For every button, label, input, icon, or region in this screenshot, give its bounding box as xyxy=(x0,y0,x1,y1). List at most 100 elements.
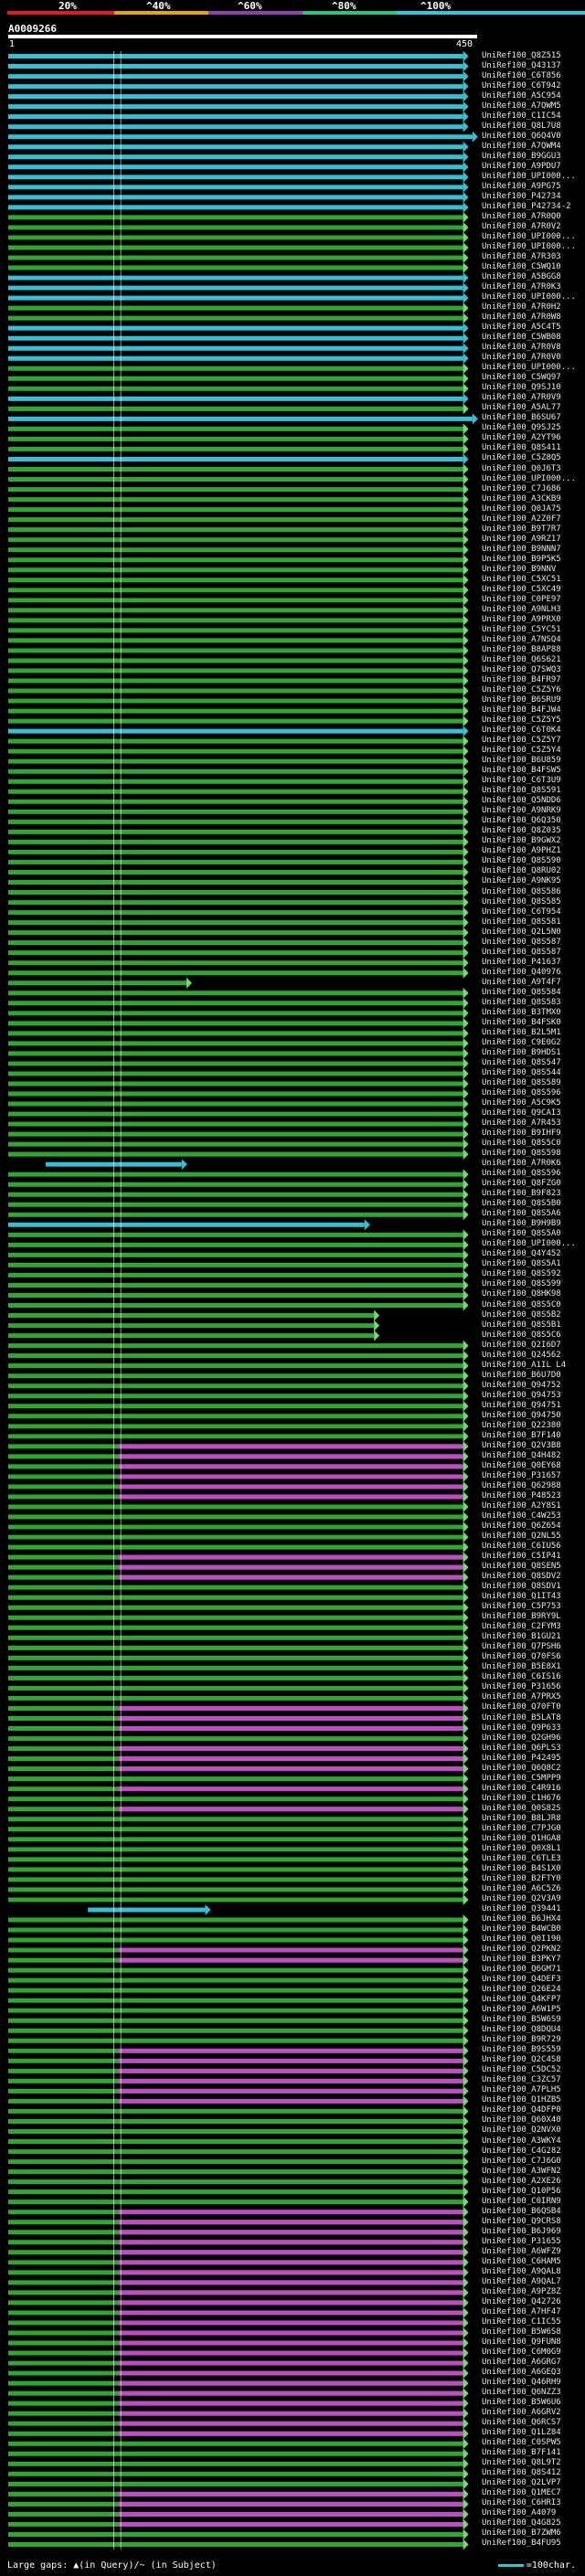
hit-label[interactable]: UniRef100_Q1HZB5 xyxy=(482,2095,561,2105)
hit-label[interactable]: UniRef100_Q8S585 xyxy=(482,896,561,906)
hit-label[interactable]: UniRef100_C6T0K4 xyxy=(482,726,561,736)
hit-track[interactable] xyxy=(8,2146,469,2157)
hit-track[interactable] xyxy=(8,271,469,284)
hit-track[interactable] xyxy=(8,806,469,818)
hit-label[interactable]: UniRef100_Q9SJ25 xyxy=(482,423,561,433)
hit-track[interactable] xyxy=(8,927,469,938)
hit-track[interactable] xyxy=(8,2226,469,2238)
hit-label[interactable]: UniRef100_B4FU95 xyxy=(482,2539,561,2549)
hit-track[interactable] xyxy=(8,574,469,586)
hit-label[interactable]: UniRef100_A7QWM5 xyxy=(482,101,561,111)
hit-label[interactable]: UniRef100_C0IRN9 xyxy=(482,2196,561,2206)
hit-track[interactable] xyxy=(8,2518,469,2530)
hit-label[interactable]: UniRef100_Q8S586 xyxy=(482,886,561,896)
hit-label[interactable]: UniRef100_Q8S5A0 xyxy=(482,1229,561,1239)
hit-track[interactable] xyxy=(8,947,469,959)
hit-label[interactable]: UniRef100_A2YT96 xyxy=(482,433,561,443)
hit-label[interactable]: UniRef100_C5P753 xyxy=(482,1602,561,1612)
hit-track[interactable] xyxy=(8,343,469,355)
hit-track[interactable] xyxy=(8,594,469,606)
hit-label[interactable]: UniRef100_Q8S411 xyxy=(482,443,561,453)
hit-track[interactable] xyxy=(8,1612,469,1624)
hit-track[interactable] xyxy=(8,1793,469,1805)
hit-track[interactable] xyxy=(8,2418,469,2430)
hit-track[interactable] xyxy=(8,1108,469,1120)
hit-track[interactable] xyxy=(8,483,469,495)
hit-track[interactable] xyxy=(8,786,469,798)
hit-label[interactable]: UniRef100_Q2NL55 xyxy=(482,1532,561,1542)
hit-track[interactable] xyxy=(8,2388,469,2400)
hit-track[interactable] xyxy=(8,2448,469,2460)
hit-track[interactable] xyxy=(8,1097,469,1110)
hit-label[interactable]: UniRef100_Q1HGA8 xyxy=(482,1833,561,1843)
hit-label[interactable]: UniRef100_Q0X8L1 xyxy=(482,1843,561,1853)
hit-label[interactable]: UniRef100_C6T942 xyxy=(482,80,561,90)
hit-label[interactable]: UniRef100_Q43137 xyxy=(482,60,561,70)
hit-label[interactable]: UniRef100_B9P5K5 xyxy=(482,554,561,564)
hit-label[interactable]: UniRef100_B1GU21 xyxy=(482,1632,561,1642)
hit-track[interactable] xyxy=(8,634,469,646)
hit-track[interactable] xyxy=(8,997,469,1009)
hit-track[interactable] xyxy=(8,564,469,576)
hit-label[interactable]: UniRef100_C6T3U9 xyxy=(482,776,561,786)
hit-track[interactable] xyxy=(8,2478,469,2490)
hit-track[interactable] xyxy=(8,1542,469,1553)
hit-label[interactable]: UniRef100_Q8S5A6 xyxy=(482,1209,561,1219)
hit-track[interactable] xyxy=(8,1390,469,1402)
hit-track[interactable] xyxy=(8,151,469,163)
hit-label[interactable]: UniRef100_C6IS16 xyxy=(482,1672,561,1682)
hit-track[interactable] xyxy=(8,181,469,193)
hit-track[interactable] xyxy=(8,1924,469,1936)
hit-label[interactable]: UniRef100_P42495 xyxy=(482,1753,561,1763)
hit-track[interactable] xyxy=(8,2498,469,2510)
hit-label[interactable]: UniRef100_Q4Y452 xyxy=(482,1249,561,1259)
hit-label[interactable]: UniRef100_B7F140 xyxy=(482,1430,561,1440)
hit-label[interactable]: UniRef100_A3CKB9 xyxy=(482,493,561,504)
hit-label[interactable]: UniRef100_B9T7R7 xyxy=(482,524,561,534)
hit-label[interactable]: UniRef100_Q8S598 xyxy=(482,1149,561,1159)
hit-track[interactable] xyxy=(8,1975,469,1987)
hit-label[interactable]: UniRef100_A2Z0F7 xyxy=(482,514,561,524)
hit-label[interactable]: UniRef100_Q4G825 xyxy=(482,2518,561,2528)
hit-track[interactable] xyxy=(8,2176,469,2188)
hit-label[interactable]: UniRef100_UPI000... xyxy=(482,171,576,181)
hit-track[interactable] xyxy=(8,1743,469,1754)
hit-label[interactable]: UniRef100_A9PG75 xyxy=(482,181,561,191)
hit-label[interactable]: UniRef100_A7R0K6 xyxy=(482,1159,561,1169)
hit-label[interactable]: UniRef100_A9RZ17 xyxy=(482,534,561,544)
hit-track[interactable] xyxy=(8,2378,469,2390)
hit-track[interactable] xyxy=(8,1672,469,1684)
hit-track[interactable] xyxy=(8,333,469,345)
hit-track[interactable] xyxy=(8,1219,370,1231)
hit-track[interactable] xyxy=(8,524,469,535)
hit-label[interactable]: UniRef100_Q94753 xyxy=(482,1390,561,1400)
hit-label[interactable]: UniRef100_Q60X40 xyxy=(482,2115,561,2125)
hit-track[interactable] xyxy=(8,1843,469,1855)
hit-track[interactable] xyxy=(8,2166,469,2178)
hit-label[interactable]: UniRef100_Q8S5B0 xyxy=(482,1199,561,1209)
hit-track[interactable] xyxy=(8,2528,469,2540)
hit-label[interactable]: UniRef100_B4FSW5 xyxy=(482,766,561,776)
hit-track[interactable] xyxy=(8,1572,469,1584)
hit-label[interactable]: UniRef100_Q8S412 xyxy=(482,2468,561,2478)
hit-label[interactable]: UniRef100_P31656 xyxy=(482,1682,561,1692)
hit-label[interactable]: UniRef100_B9GGU3 xyxy=(482,151,561,161)
hit-label[interactable]: UniRef100_Q8S596 xyxy=(482,1088,561,1097)
hit-label[interactable]: UniRef100_C2FYM3 xyxy=(482,1622,561,1632)
hit-track[interactable] xyxy=(8,1139,469,1150)
hit-track[interactable] xyxy=(8,1249,469,1261)
hit-label[interactable]: UniRef100_UPI000... xyxy=(482,363,576,373)
hit-track[interactable] xyxy=(8,1067,469,1080)
hit-label[interactable]: UniRef100_C1H676 xyxy=(482,1793,561,1803)
hit-track[interactable] xyxy=(8,1320,380,1331)
hit-track[interactable] xyxy=(8,2266,469,2278)
hit-label[interactable]: UniRef100_Q9SJ10 xyxy=(482,383,561,393)
hit-track[interactable] xyxy=(8,1753,469,1765)
hit-label[interactable]: UniRef100_A6W1P5 xyxy=(482,2005,561,2015)
hit-label[interactable]: UniRef100_B3TMX0 xyxy=(482,1007,561,1017)
hit-label[interactable]: UniRef100_Q22380 xyxy=(482,1420,561,1430)
hit-label[interactable]: UniRef100_Q2LVP7 xyxy=(482,2478,561,2488)
hit-label[interactable]: UniRef100_A9PZ8Z xyxy=(482,2286,561,2296)
hit-track[interactable] xyxy=(8,261,469,274)
hit-track[interactable] xyxy=(8,2306,469,2318)
